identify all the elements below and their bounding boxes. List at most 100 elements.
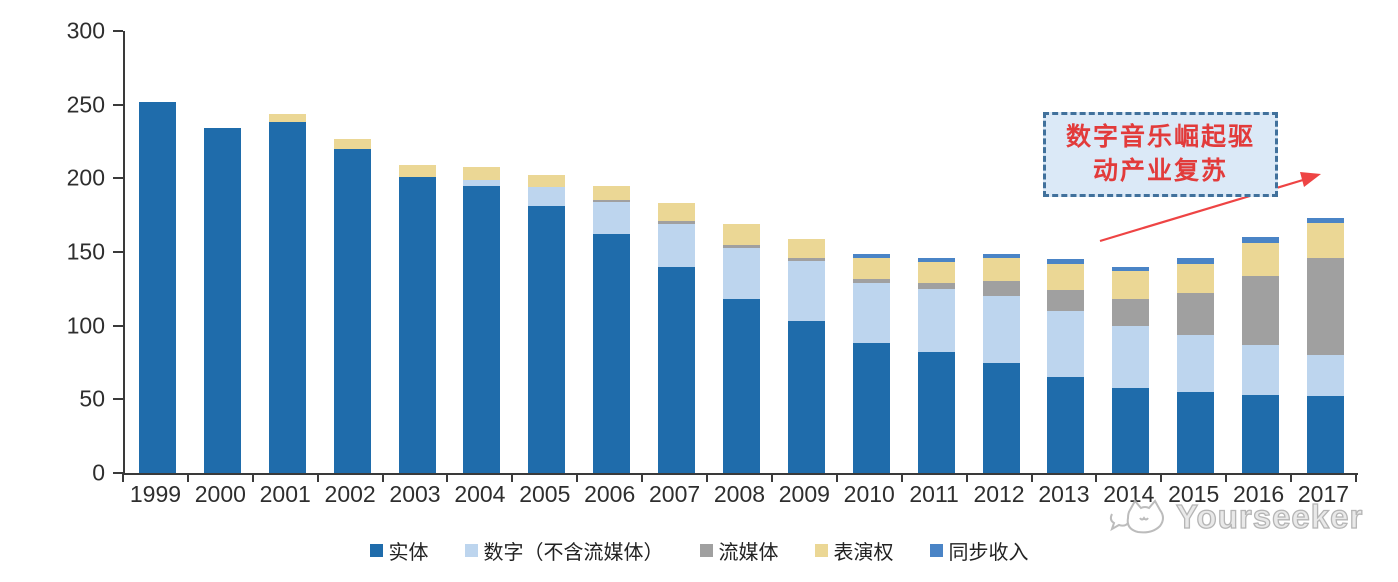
bar-segment-流媒体-2012 xyxy=(982,281,1020,297)
bar-slot-2010 xyxy=(839,31,904,473)
x-axis-label-1999: 1999 xyxy=(129,481,182,507)
y-axis-tick-150 xyxy=(113,251,123,253)
x-axis-tick-12 xyxy=(900,473,903,482)
bar-segment-数字（不含流媒体）-2010 xyxy=(852,282,890,344)
bar-segment-表演权-2002 xyxy=(333,138,371,149)
x-axis-label-2008: 2008 xyxy=(713,481,766,507)
bar-segment-表演权-2003 xyxy=(398,165,436,177)
bar-segment-流媒体-2014 xyxy=(1112,299,1150,326)
stacked-bar-2010 xyxy=(852,253,890,473)
y-axis-tick-50 xyxy=(113,398,123,401)
bar-segment-实体-2005 xyxy=(528,206,566,473)
bar-segment-数字（不含流媒体）-2016 xyxy=(1242,344,1280,395)
bar-slot-2014 xyxy=(1098,31,1163,473)
bar-segment-表演权-2004 xyxy=(463,166,501,180)
bar-segment-表演权-2005 xyxy=(528,175,566,188)
stacked-bar-2003 xyxy=(398,165,436,473)
x-axis-tick-2 xyxy=(251,473,254,482)
bar-segment-表演权-2016 xyxy=(1242,243,1280,276)
bar-segment-实体-2011 xyxy=(917,352,955,473)
legend-swatch-表演权 xyxy=(814,544,828,557)
bar-segment-表演权-2008 xyxy=(722,224,760,245)
bar-slot-2013 xyxy=(1033,31,1098,473)
x-axis-label-2009: 2009 xyxy=(778,481,830,507)
bar-segment-流媒体-2011 xyxy=(917,282,955,289)
x-axis-label-2007: 2007 xyxy=(648,481,701,507)
stacked-bar-2001 xyxy=(268,113,306,473)
x-axis-tick-6 xyxy=(511,473,514,482)
bar-slot-2016 xyxy=(1228,31,1293,473)
x-axis-labels: 1999 2000 2001 2002 2003 2004 2005 2006 2007 2008… xyxy=(123,481,1356,508)
x-axis-label-2002: 2002 xyxy=(324,481,376,507)
x-axis-label-2013: 2013 xyxy=(1038,481,1090,507)
y-axis-tick-250 xyxy=(113,103,123,106)
bar-segment-流媒体-2015 xyxy=(1177,293,1215,335)
x-axis-tick-8 xyxy=(641,473,644,482)
bar-segment-同步收入-2015 xyxy=(1177,257,1215,264)
bar-segment-表演权-2010 xyxy=(852,257,890,279)
bar-slot-2002 xyxy=(320,31,385,473)
bar-segment-数字（不含流媒体）-2014 xyxy=(1112,325,1150,388)
bar-segment-表演权-2014 xyxy=(1112,271,1150,300)
bar-segment-数字（不含流媒体）-2015 xyxy=(1177,334,1215,392)
bar-segment-流媒体-2017 xyxy=(1306,257,1344,356)
x-axis-label-2005: 2005 xyxy=(519,481,571,507)
bar-segment-流媒体-2009 xyxy=(787,257,825,261)
bar-segment-实体-2014 xyxy=(1112,387,1150,473)
x-axis-label-2010: 2010 xyxy=(843,481,895,507)
bar-segment-数字（不含流媒体）-2004 xyxy=(463,179,501,186)
bar-segment-流媒体-2016 xyxy=(1242,275,1280,345)
y-axis-label-200: 200 xyxy=(66,164,105,191)
bar-segment-实体-2009 xyxy=(787,321,825,473)
stacked-bar-2013 xyxy=(1047,259,1085,473)
bar-segment-实体-2012 xyxy=(982,362,1020,473)
y-axis-tick-200 xyxy=(113,177,123,180)
bar-slot-2004 xyxy=(449,31,514,473)
stacked-bar-2008 xyxy=(722,224,760,473)
bar-slot-2008 xyxy=(709,31,774,473)
bar-slot-2001 xyxy=(255,31,320,473)
stacked-bar-2000 xyxy=(203,128,241,473)
y-axis-label-100: 100 xyxy=(66,312,105,339)
legend-label-数字（不含流媒体）: 数字（不含流媒体） xyxy=(483,542,664,564)
bar-segment-实体-2016 xyxy=(1242,394,1280,473)
annotation-text-line1: 数字音乐崛起驱 xyxy=(1065,123,1255,151)
y-axis-label-0: 0 xyxy=(92,459,105,486)
bar-segment-流媒体-2007 xyxy=(658,221,696,225)
x-axis-tick-19 xyxy=(1355,473,1357,482)
bar-segment-数字（不含流媒体）-2005 xyxy=(528,187,566,207)
legend-item-表演权: 表演权 xyxy=(814,536,894,565)
x-axis-tick-10 xyxy=(770,473,773,482)
x-axis-label-2012: 2012 xyxy=(973,481,1025,507)
bar-slot-2000 xyxy=(190,31,255,473)
bar-segment-同步收入-2014 xyxy=(1112,266,1150,272)
y-axis-label-250: 250 xyxy=(66,91,105,118)
stacked-bar-2012 xyxy=(982,253,1020,473)
stacked-bar-2006 xyxy=(593,185,631,473)
legend-label-流媒体: 流媒体 xyxy=(718,542,779,564)
x-axis-tick-3 xyxy=(316,473,319,482)
x-axis-label-2006: 2006 xyxy=(584,481,636,507)
legend-label-实体: 实体 xyxy=(388,542,429,564)
bar-slot-2007 xyxy=(644,31,709,473)
legend-label-同步收入: 同步收入 xyxy=(948,542,1029,564)
legend-item-实体: 实体 xyxy=(369,536,429,565)
legend-item-流媒体: 流媒体 xyxy=(699,536,779,565)
bar-segment-表演权-2013 xyxy=(1047,263,1085,291)
stacked-bar-2014 xyxy=(1112,266,1150,473)
stacked-bar-2015 xyxy=(1177,257,1215,473)
legend-swatch-流媒体 xyxy=(699,544,713,557)
bar-segment-同步收入-2010 xyxy=(852,253,890,258)
bar-segment-流媒体-2010 xyxy=(852,278,890,283)
stacked-bar-2011 xyxy=(917,257,955,473)
x-axis-tick-14 xyxy=(1030,473,1033,482)
stacked-bar-2017 xyxy=(1306,218,1344,473)
x-axis-tick-4 xyxy=(381,473,384,482)
bar-segment-表演权-2001 xyxy=(268,113,306,123)
bar-segment-实体-2004 xyxy=(463,185,501,473)
x-axis-tick-15 xyxy=(1095,473,1098,482)
x-axis-tick-18 xyxy=(1290,473,1293,482)
y-axis-tick-100 xyxy=(113,324,123,327)
bar-segment-表演权-2017 xyxy=(1306,222,1344,258)
legend: 实体 数字（不含流媒体） 流媒体 表演权 同步收入 xyxy=(0,536,1398,565)
